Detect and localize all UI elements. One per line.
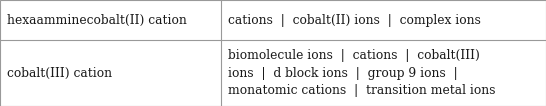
Text: cations  |  cobalt(II) ions  |  complex ions: cations | cobalt(II) ions | complex ions — [228, 14, 480, 27]
Text: biomolecule ions  |  cations  |  cobalt(III)
ions  |  d block ions  |  group 9 i: biomolecule ions | cations | cobalt(III)… — [228, 49, 495, 97]
Text: cobalt(III) cation: cobalt(III) cation — [7, 67, 112, 80]
Text: hexaamminecobalt(II) cation: hexaamminecobalt(II) cation — [7, 14, 186, 27]
